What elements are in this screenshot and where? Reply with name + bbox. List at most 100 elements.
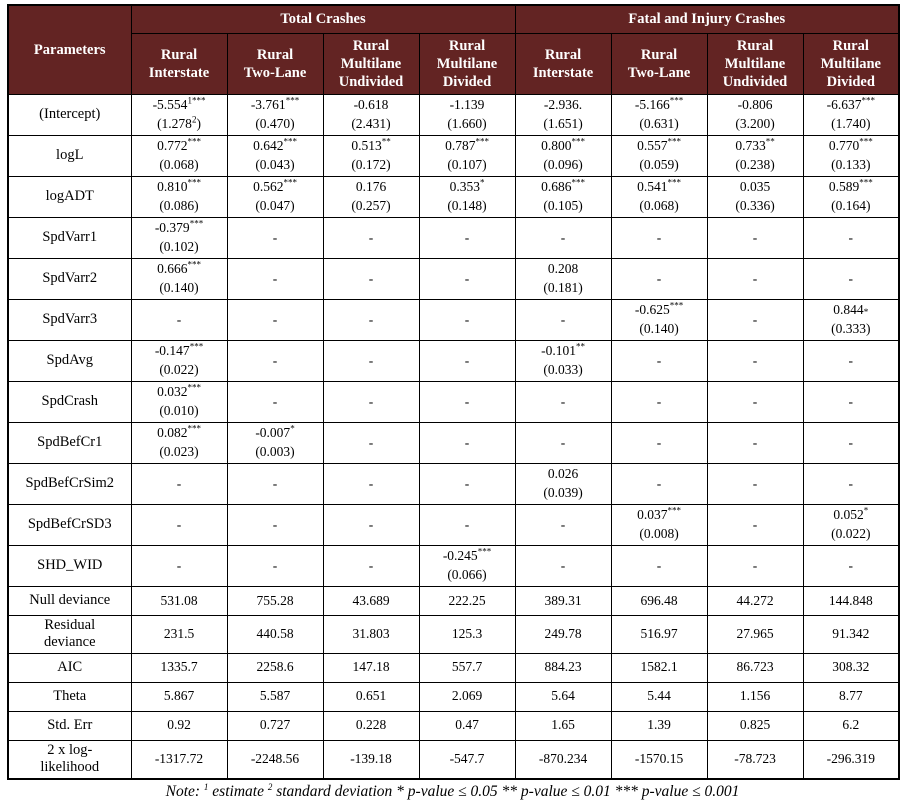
data-cell: - (802, 545, 900, 587)
data-cell: 0.666*** (0.140) (130, 258, 228, 300)
parameter-label: SHD_WID (7, 545, 132, 587)
data-cell: 531.08 (130, 586, 228, 616)
data-cell: 1.39 (610, 710, 708, 741)
data-cell: 0.642*** (0.043) (226, 135, 324, 177)
table-row: AIC 1335.7 2258.6 147.18 557.7 884.23 1582.1 86… (7, 652, 900, 683)
table-header: Parameters Total Crashes Fatal and Injur… (7, 4, 900, 95)
data-cell: 0.541*** (0.068) (610, 176, 708, 218)
data-cell: 0.589*** (0.164) (802, 176, 900, 218)
statistic-label: Null deviance (7, 586, 132, 616)
data-cell: -1570.15 (610, 739, 708, 780)
column-header-row: Rural Interstate Rural Two-Lane Rural Multila… (8, 33, 900, 95)
data-cell: 0.557*** (0.059) (610, 135, 708, 177)
data-cell: -0.806 (3.200) (706, 94, 804, 136)
parameter-label: SpdVarr2 (7, 258, 132, 300)
data-cell: - (706, 258, 804, 300)
data-cell: 0.208 (0.181) (514, 258, 612, 300)
data-cell: 249.78 (514, 615, 612, 654)
group-header-row: Parameters Total Crashes Fatal and Injur… (7, 4, 900, 95)
data-cell: - (706, 504, 804, 546)
table-row: 2 x log-likelihood -1317.72 -2248.56 -139.1… (7, 739, 900, 780)
data-cell: 91.342 (802, 615, 900, 654)
data-cell: - (514, 504, 612, 546)
data-cell: 1.65 (514, 710, 612, 741)
data-cell: - (610, 422, 708, 464)
data-cell: - (322, 422, 420, 464)
data-cell: - (802, 463, 900, 505)
data-cell: -3.761*** (0.470) (226, 94, 324, 136)
data-cell: -0.007* (0.003) (226, 422, 324, 464)
data-cell: - (418, 504, 516, 546)
data-cell: 231.5 (130, 615, 228, 654)
table-row: Std. Err 0.92 0.727 0.228 0.47 1.65 1.39 0.825 6… (7, 710, 900, 741)
data-cell: - (226, 299, 324, 341)
column-header: Rural Multilane Divided (418, 33, 516, 95)
parameter-label: SpdBefCrSD3 (7, 504, 132, 546)
table-row: SpdAvg -0.147*** (0.022) - - - -0.101** (0.033)… (7, 340, 900, 382)
table-row: SpdBefCr1 0.082*** (0.023) -0.007* (0.003) - -… (7, 422, 900, 464)
data-cell: - (226, 545, 324, 587)
data-cell: - (322, 217, 420, 259)
data-cell: -2248.56 (226, 739, 324, 780)
data-cell: -296.319 (802, 739, 900, 780)
data-cell: - (130, 463, 228, 505)
data-cell: 0.562*** (0.047) (226, 176, 324, 218)
table-row: SpdCrash 0.032*** (0.010) - - - - - - - (7, 381, 900, 423)
data-cell: 0.47 (418, 710, 516, 741)
data-cell: 86.723 (706, 652, 804, 683)
table-row: SpdBefCrSim2- - - -0.026 (0.039) - - - (7, 463, 900, 505)
statistic-label: Std. Err (7, 710, 132, 741)
data-cell: 516.97 (610, 615, 708, 654)
data-cell: 0.825 (706, 710, 804, 741)
data-cell: - (226, 258, 324, 300)
data-cell: - (418, 340, 516, 382)
data-cell: 6.2 (802, 710, 900, 741)
parameter-label: SpdBefCrSim2 (7, 463, 132, 505)
table-body: (Intercept) -5.5541*** (1.2782) -3.761*** (0… (7, 94, 900, 780)
data-cell: - (802, 340, 900, 382)
table-row: (Intercept) -5.5541*** (1.2782) -3.761*** (0… (7, 94, 900, 136)
data-cell: 5.587 (226, 681, 324, 712)
data-cell: 31.803 (322, 615, 420, 654)
data-cell: - (514, 217, 612, 259)
data-cell: -5.5541*** (1.2782) (130, 94, 228, 136)
data-cell: 0.686*** (0.105) (514, 176, 612, 218)
data-cell: 0.513** (0.172) (322, 135, 420, 177)
data-cell: 5.64 (514, 681, 612, 712)
data-cell: - (706, 463, 804, 505)
data-cell: 0.052* (0.022) (802, 504, 900, 546)
data-cell: - (514, 545, 612, 587)
data-cell: - (130, 545, 228, 587)
table-row: SpdVarr3- - - - - -0.625*** (0.140) -0.844* (0.3… (7, 299, 900, 341)
data-cell: 1582.1 (610, 652, 708, 683)
data-cell: -0.245*** (0.066) (418, 545, 516, 587)
column-header: Rural Interstate (130, 33, 228, 95)
data-cell: - (226, 463, 324, 505)
data-cell: 0.353* (0.148) (418, 176, 516, 218)
parameter-label: SpdCrash (7, 381, 132, 423)
data-cell: - (418, 422, 516, 464)
statistic-label: Theta (7, 681, 132, 712)
data-cell: -0.101** (0.033) (514, 340, 612, 382)
data-cell: - (322, 463, 420, 505)
data-cell: - (322, 545, 420, 587)
data-cell: 44.272 (706, 586, 804, 616)
statistic-label: Residual deviance (7, 615, 132, 654)
data-cell: - (322, 381, 420, 423)
data-cell: 0.844* (0.333) (802, 299, 900, 341)
parameter-label: (Intercept) (7, 94, 132, 136)
data-cell: - (130, 504, 228, 546)
column-header: Rural Interstate (514, 33, 612, 95)
table-row: SpdVarr1 -0.379*** (0.102) - - - - - - - (7, 217, 900, 259)
data-cell: - (610, 463, 708, 505)
data-cell: -870.234 (514, 739, 612, 780)
column-header: Rural Multilane Undivided (322, 33, 420, 95)
data-cell: 0.035 (0.336) (706, 176, 804, 218)
table-row: logL 0.772*** (0.068) 0.642*** (0.043) 0.513*… (7, 135, 900, 177)
data-cell: - (418, 381, 516, 423)
data-cell: - (802, 217, 900, 259)
data-cell: - (706, 340, 804, 382)
data-cell: 389.31 (514, 586, 612, 616)
data-cell: - (802, 258, 900, 300)
data-cell: -1317.72 (130, 739, 228, 780)
